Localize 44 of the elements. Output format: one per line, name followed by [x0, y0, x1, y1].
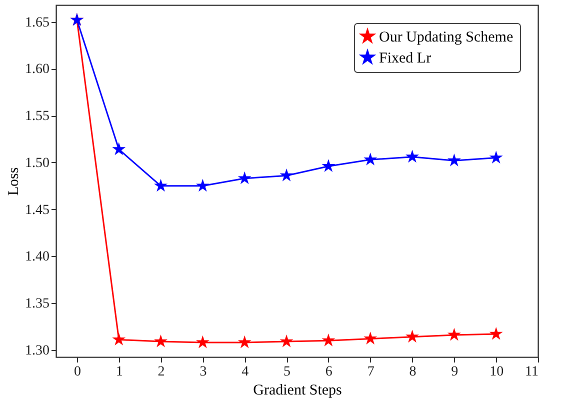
x-tick-label: 3 — [200, 364, 207, 380]
point — [406, 330, 419, 343]
legend-label: Our Updating Scheme — [379, 30, 514, 46]
point — [489, 326, 503, 340]
point — [364, 332, 378, 344]
point — [322, 334, 336, 346]
point — [364, 152, 378, 166]
point — [406, 150, 419, 163]
point — [112, 332, 126, 346]
x-tick-label: 6 — [325, 364, 332, 380]
point — [280, 168, 294, 182]
point — [154, 178, 168, 192]
x-tick-label: 7 — [367, 364, 374, 380]
x-tick-label: 8 — [409, 364, 416, 380]
x-tick-label: 2 — [158, 364, 165, 380]
x-tick-label: 5 — [284, 364, 291, 380]
x-tick-label: 0 — [74, 364, 81, 380]
x-tick-label: 10 — [490, 364, 504, 380]
legend-label: Fixed Lr — [379, 50, 432, 66]
y-tick-label: 1.40 — [25, 250, 50, 265]
x-tick-label: 11 — [525, 364, 538, 380]
x-axis-title: Gradient Steps — [253, 382, 342, 398]
x-tick-label: 1 — [116, 364, 123, 380]
point — [196, 178, 210, 192]
point — [196, 335, 210, 348]
x-tick-label: 9 — [451, 364, 458, 380]
y-tick-label: 1.60 — [25, 62, 50, 78]
y-axis-title: Loss — [6, 167, 22, 196]
x-tick-label: 4 — [242, 364, 249, 380]
y-tick-label: 1.35 — [25, 296, 50, 312]
point — [280, 334, 294, 348]
y-tick-label: 1.55 — [25, 109, 50, 124]
point — [489, 150, 503, 164]
point — [238, 335, 252, 348]
y-tick-label: 1.50 — [25, 156, 50, 171]
point — [154, 334, 168, 348]
y-tick-label: 1.30 — [25, 343, 50, 358]
point — [112, 142, 126, 156]
y-tick-label: 1.65 — [25, 15, 50, 30]
point — [447, 328, 461, 341]
point — [238, 171, 252, 184]
y-tick-label: 1.45 — [25, 202, 50, 218]
point — [322, 159, 336, 172]
point — [447, 154, 461, 166]
